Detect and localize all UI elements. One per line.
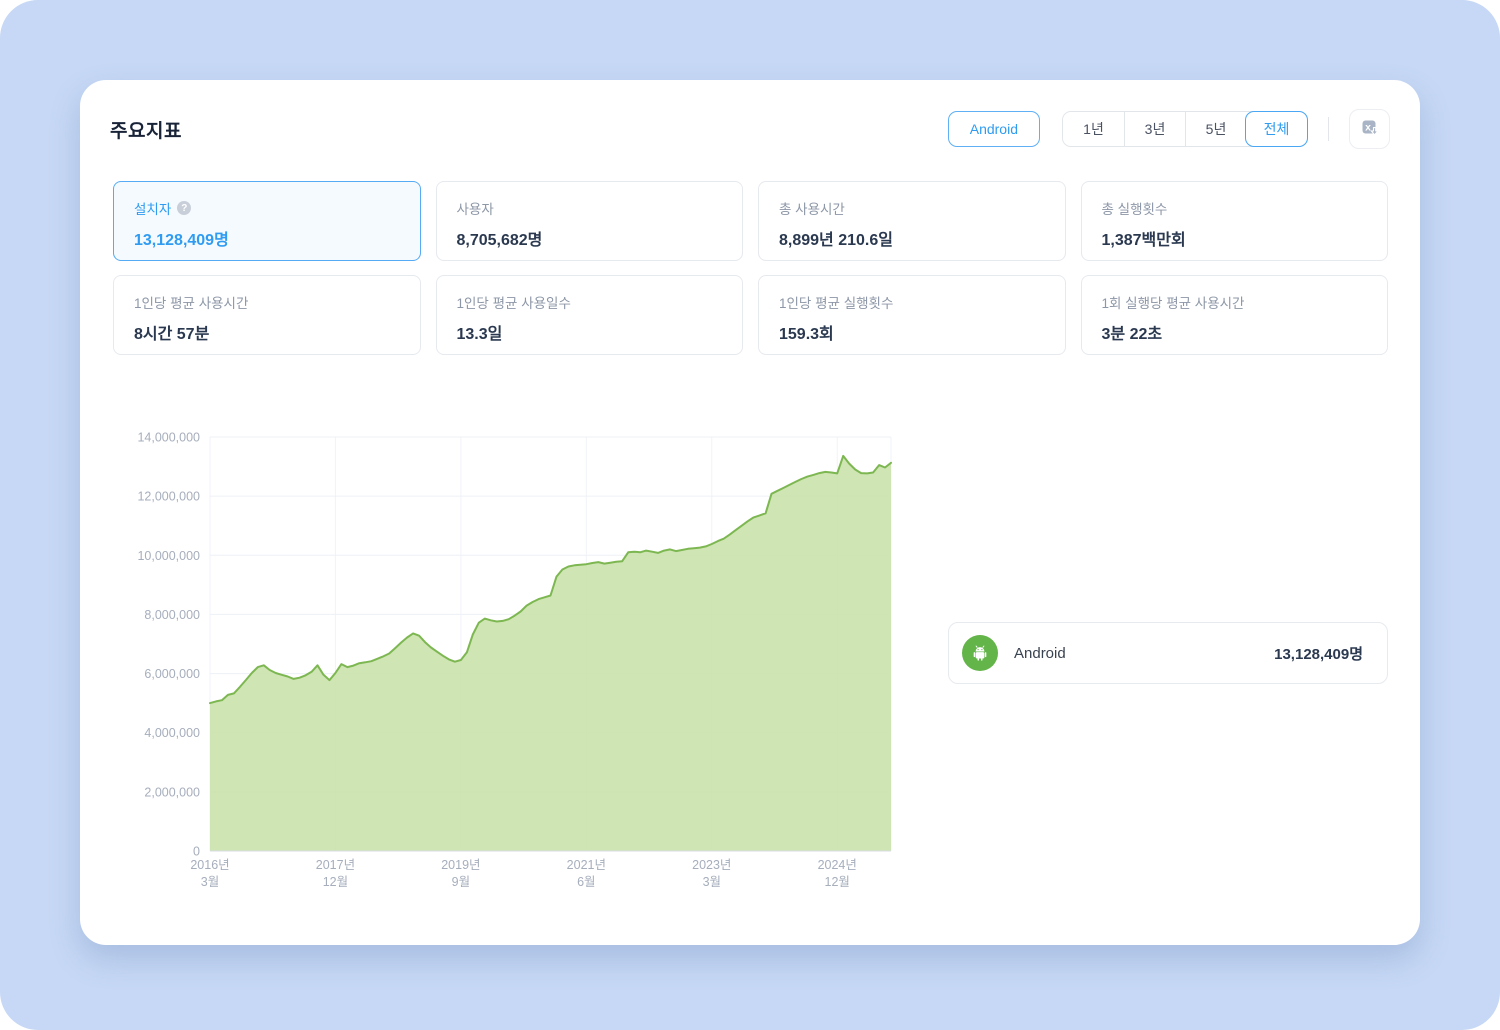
range-button-all[interactable]: 전체	[1245, 111, 1308, 147]
metric-label: 설치자 ?	[134, 198, 400, 218]
metric-value: 8시간 57분	[134, 326, 210, 343]
metrics-panel: 주요지표 Android 1년 3년 5년 전체 x	[80, 80, 1420, 945]
range-button-1y[interactable]: 1년	[1063, 112, 1124, 146]
installs-area-chart[interactable]: 0 2,000,000 4,000,000 6,000,000 8,000,000 10,…	[110, 420, 910, 900]
range-button-group: 1년 3년 5년 전체	[1062, 111, 1308, 147]
metrics-grid: 설치자 ? 13,128,409명 사용자 8,705,682명 총 사용시간 …	[113, 181, 1388, 355]
excel-download-icon: x	[1360, 118, 1380, 141]
svg-text:12,000,000: 12,000,000	[137, 490, 200, 504]
page-title: 주요지표	[110, 120, 182, 142]
header-divider	[1328, 117, 1329, 141]
svg-text:2,000,000: 2,000,000	[144, 785, 200, 799]
platform-filter-button[interactable]: Android	[947, 111, 1040, 147]
panel-header: 주요지표 Android 1년 3년 5년 전체 x	[110, 108, 1390, 150]
header-controls: Android 1년 3년 5년 전체 x	[947, 109, 1390, 149]
svg-text:10,000,000: 10,000,000	[137, 549, 200, 563]
metric-card-installers[interactable]: 설치자 ? 13,128,409명	[113, 181, 421, 261]
metric-label: 1회 실행당 평균 사용시간	[1101, 296, 1245, 311]
metric-value: 13.3일	[456, 326, 503, 343]
legend-platform-label: Android	[1014, 644, 1066, 662]
svg-text:4,000,000: 4,000,000	[144, 726, 200, 740]
legend-item-android[interactable]: Android 13,128,409명	[948, 622, 1388, 684]
metric-label: 총 실행횟수	[1101, 202, 1168, 217]
svg-text:14,000,000: 14,000,000	[137, 431, 200, 445]
help-icon[interactable]: ?	[177, 201, 192, 215]
svg-text:6,000,000: 6,000,000	[144, 667, 200, 681]
svg-text:0: 0	[193, 845, 200, 859]
export-button[interactable]: x	[1349, 109, 1390, 149]
range-button-3y[interactable]: 3년	[1124, 112, 1185, 146]
metric-label: 1인당 평균 실행횟수	[779, 296, 894, 311]
legend-platform-value: 13,128,409명	[1274, 645, 1363, 663]
metric-value: 1,387백만회	[1101, 232, 1186, 249]
metric-label: 1인당 평균 사용일수	[456, 296, 571, 311]
metric-card-avg-usage-time[interactable]: 1인당 평균 사용시간 8시간 57분	[113, 275, 421, 355]
metric-card-total-usage-time[interactable]: 총 사용시간 8,899년 210.6일	[758, 181, 1066, 261]
metric-card-avg-launches[interactable]: 1인당 평균 실행횟수 159.3회	[758, 275, 1066, 355]
metric-card-users[interactable]: 사용자 8,705,682명	[435, 181, 743, 261]
range-button-5y[interactable]: 5년	[1185, 112, 1246, 146]
metric-value: 159.3회	[779, 326, 834, 343]
metric-label: 1인당 평균 사용시간	[134, 296, 249, 311]
metric-card-avg-usage-days[interactable]: 1인당 평균 사용일수 13.3일	[435, 275, 743, 355]
metric-card-total-launches[interactable]: 총 실행횟수 1,387백만회	[1080, 181, 1388, 261]
metric-card-avg-time-per-launch[interactable]: 1회 실행당 평균 사용시간 3분 22초	[1080, 275, 1388, 355]
svg-text:x: x	[1365, 121, 1371, 133]
metric-value: 8,899년 210.6일	[779, 232, 893, 249]
metric-value: 8,705,682명	[456, 232, 543, 249]
svg-text:8,000,000: 8,000,000	[144, 608, 200, 622]
metric-value: 3분 22초	[1101, 326, 1163, 343]
metric-label: 사용자	[456, 202, 494, 217]
android-icon	[962, 635, 998, 671]
metric-label: 총 사용시간	[779, 202, 845, 217]
metric-value: 13,128,409명	[134, 232, 229, 249]
